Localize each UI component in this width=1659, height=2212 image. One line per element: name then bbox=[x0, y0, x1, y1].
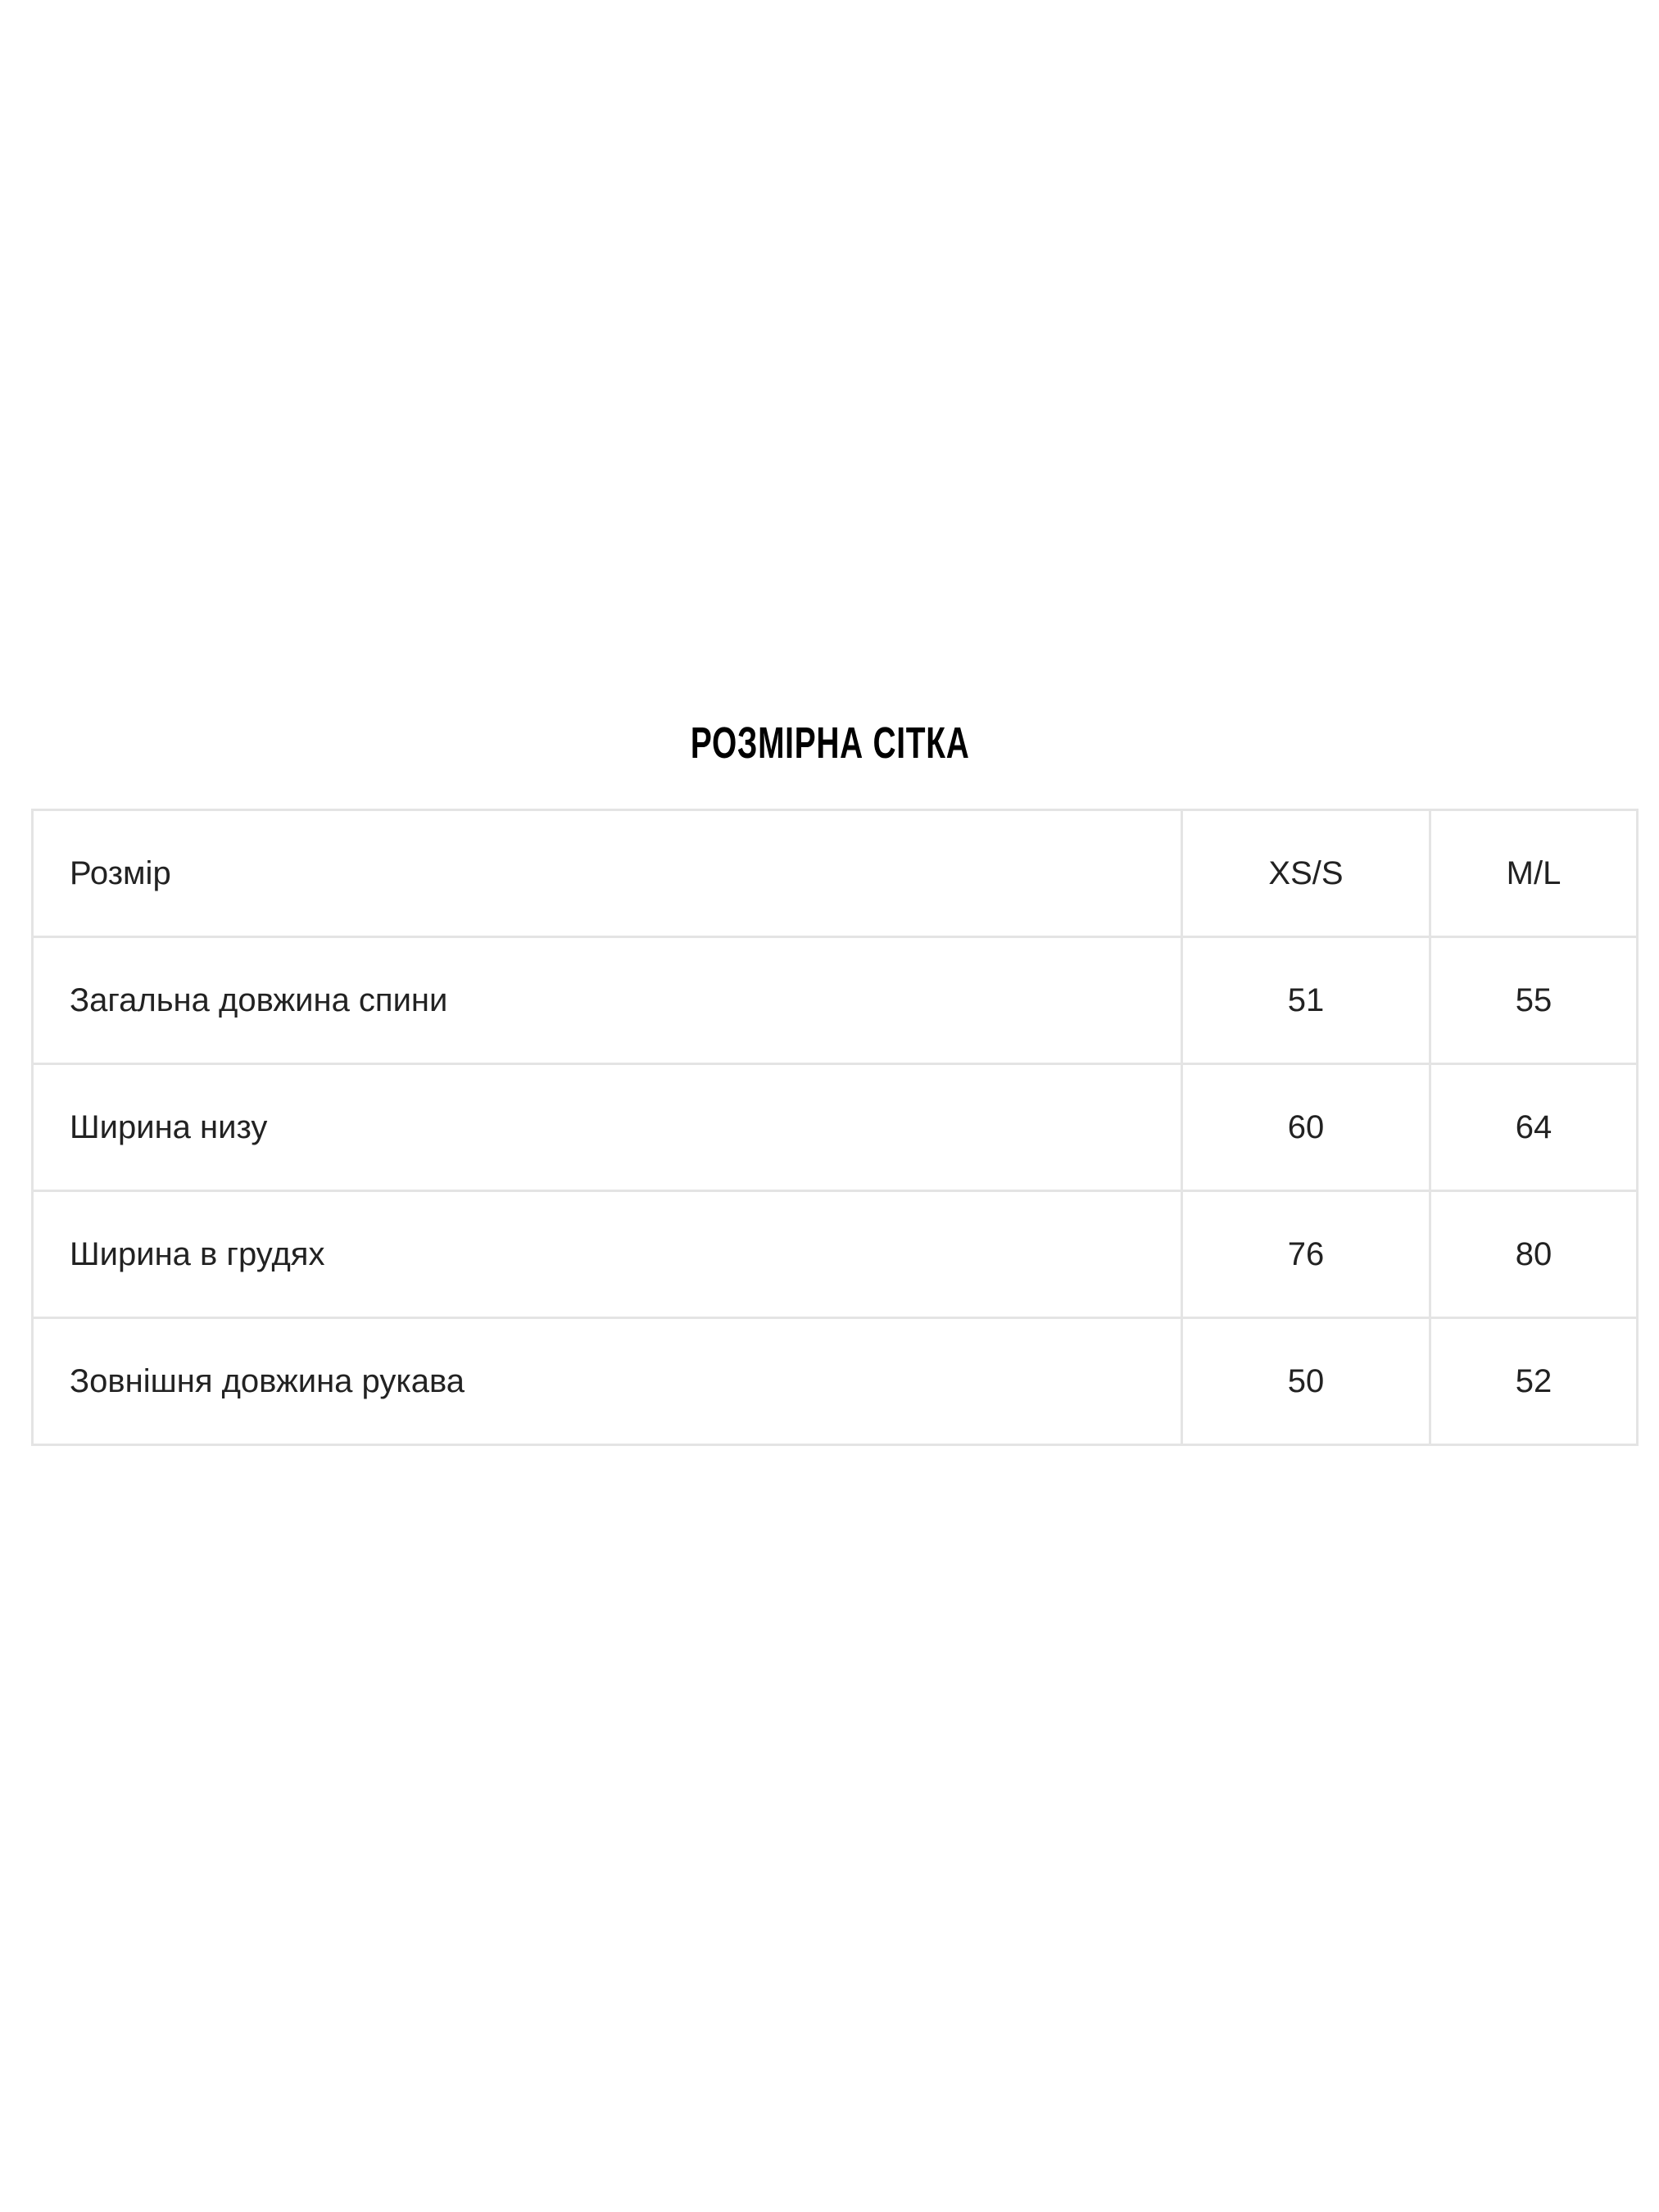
table-row: Ширина низу 60 64 bbox=[31, 1063, 1639, 1192]
cell-value: 51 bbox=[1181, 936, 1431, 1065]
row-label: Ширина в грудях bbox=[31, 1190, 1183, 1319]
size-chart-table: Розмір XS/S M/L Загальна довжина спини 5… bbox=[31, 809, 1639, 1446]
cell-value: 50 bbox=[1181, 1317, 1431, 1446]
table-row: Зовнішня довжина рукава 50 52 bbox=[31, 1317, 1639, 1446]
row-label: Ширина низу bbox=[31, 1063, 1183, 1192]
row-label: Загальна довжина спини bbox=[31, 936, 1183, 1065]
cell-value: 80 bbox=[1429, 1190, 1639, 1319]
page-title: РОЗМІРНА СІТКА bbox=[690, 718, 970, 768]
cell-value: 76 bbox=[1181, 1190, 1431, 1319]
table-row: Загальна довжина спини 51 55 bbox=[31, 936, 1639, 1065]
header-cell-size: Розмір bbox=[31, 809, 1183, 938]
cell-value: 64 bbox=[1429, 1063, 1639, 1192]
cell-value: 55 bbox=[1429, 936, 1639, 1065]
table-row: Ширина в грудях 76 80 bbox=[31, 1190, 1639, 1319]
cell-value: 60 bbox=[1181, 1063, 1431, 1192]
row-label: Зовнішня довжина рукава bbox=[31, 1317, 1183, 1446]
header-cell-m-l: M/L bbox=[1429, 809, 1639, 938]
cell-value: 52 bbox=[1429, 1317, 1639, 1446]
header-cell-xs-s: XS/S bbox=[1181, 809, 1431, 938]
table-header-row: Розмір XS/S M/L bbox=[31, 809, 1639, 938]
